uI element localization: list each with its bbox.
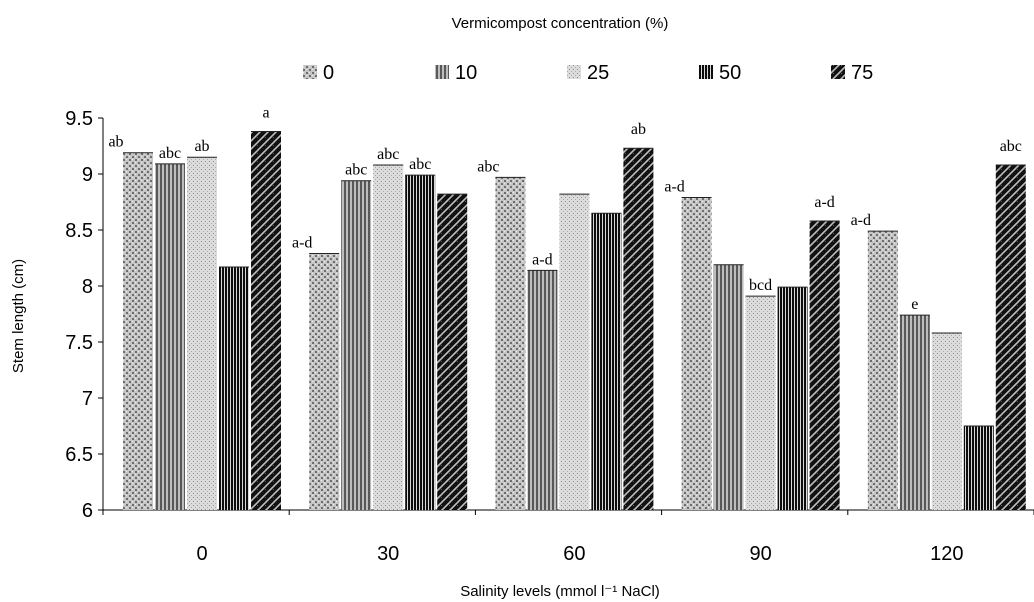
legend-label-10: 10 [455,62,477,84]
x-axis: 0 30 60 90 120 [102,509,1034,565]
y-tick-label: 6 [82,500,93,522]
significance-letter: e [911,296,918,313]
y-tick-label: 9 [82,164,93,186]
bars [123,130,1026,511]
y-tick-label: 9.5 [65,108,93,130]
bar-50-at-60 [591,213,622,510]
bar-25-at-120 [931,333,962,510]
y-tick-label: 7.5 [65,332,93,354]
y-tick-label: 6.5 [65,444,93,466]
significance-letter: ab [631,121,646,138]
bar-25-at-30 [373,165,404,511]
bar-10-at-60 [527,270,558,510]
bar-10-at-30 [341,180,372,510]
bar-75-at-120 [995,165,1026,511]
bar-0-at-90 [681,197,712,510]
y-tick-label: 8 [82,276,93,298]
bar-0-at-60 [495,177,526,511]
bar-10-at-0 [155,163,185,511]
significance-letter: abc [159,145,181,162]
legend-swatch-25 [567,65,581,79]
legend-label-0: 0 [323,62,334,84]
bar-10-at-120 [899,315,930,510]
legend: 0 10 25 50 75 [303,62,873,84]
bar-25-at-60 [559,194,590,510]
y-tick-label: 8.5 [65,220,93,242]
legend-label-25: 25 [587,62,609,84]
legend-swatch-75 [831,65,845,79]
bar-10-at-90 [713,264,744,510]
significance-letter: ab [108,134,123,151]
significance-letter: abc [1000,138,1022,155]
significance-letter: a-d [292,235,312,252]
bar-75-at-30 [437,194,468,510]
y-tick-label: 7 [82,388,93,410]
significance-letter: abc [345,162,367,179]
legend-label-50: 50 [719,62,741,84]
bar-75-at-0 [251,131,281,510]
significance-letter: abc [377,146,399,163]
x-tick-label: 60 [563,543,585,565]
significance-letter: ab [194,138,209,155]
legend-swatch-0 [303,65,317,79]
legend-swatch-10 [435,65,449,79]
bar-25-at-90 [745,296,776,510]
bar-25-at-0 [187,157,217,510]
bar-75-at-60 [623,148,654,511]
significance-letter: abc [477,158,499,175]
x-tick-label: 0 [196,543,207,565]
bar-50-at-90 [777,287,808,510]
significance-letter: a-d [851,212,871,229]
significance-letter: a-d [814,194,834,211]
significance-letter: a-d [664,179,684,196]
bar-50-at-120 [963,426,994,510]
significance-letter: a-d [532,251,552,268]
x-tick-label: 90 [749,543,771,565]
legend-label-75: 75 [851,62,873,84]
bar-50-at-30 [405,175,436,510]
y-axis-label: Stem length (cm) [10,259,27,373]
x-tick-label: 120 [930,543,963,565]
legend-swatch-50 [699,65,713,79]
bar-0-at-30 [309,253,340,510]
bar-75-at-90 [809,221,840,511]
x-tick-label: 30 [377,543,399,565]
significance-letter: a [262,104,269,121]
legend-title: Vermicompost concentration (%) [452,15,669,32]
y-axis: 6 6.5 7 7.5 8 8.5 9 9.5 [65,108,104,522]
x-axis-label: Salinity levels (mmol l⁻¹ NaCl) [460,583,660,600]
bar-50-at-0 [219,266,249,510]
bar-0-at-0 [123,152,153,510]
bar-0-at-120 [867,231,898,510]
significance-letter: bcd [749,277,772,294]
significance-letter: abc [409,156,431,173]
